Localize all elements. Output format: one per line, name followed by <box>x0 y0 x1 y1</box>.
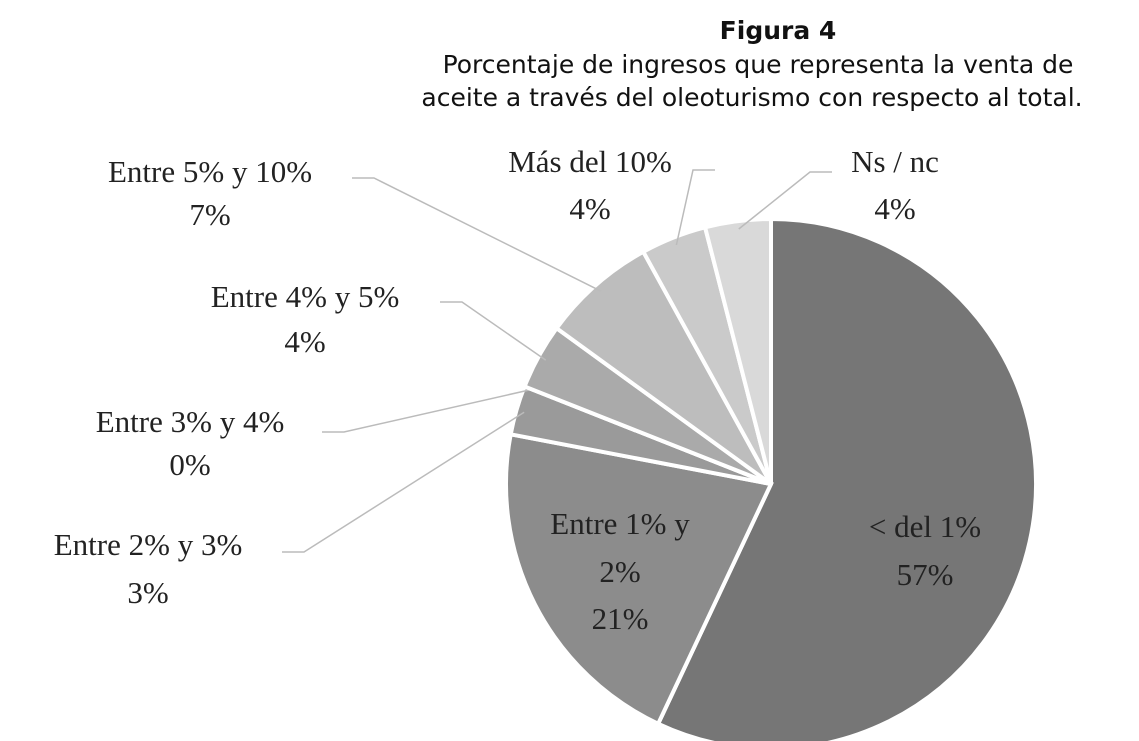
leader-line <box>675 169 715 246</box>
slice-label: Entre 1% y 2% <box>550 506 690 589</box>
value-label: 4% <box>569 191 610 226</box>
leader-line <box>322 388 533 433</box>
value-label: 57% <box>897 557 954 592</box>
leader-line <box>440 301 547 361</box>
chart-title: Figura 4 <box>720 16 837 45</box>
chart-subtitle: Porcentaje de ingresos que representa la… <box>443 50 1074 79</box>
value-label: 21% <box>592 601 649 636</box>
value-label: 0% <box>169 447 210 482</box>
leader-line <box>738 171 832 230</box>
pie-slice <box>655 216 1038 741</box>
slice-label: Entre 2% y 3% <box>54 527 243 562</box>
slice-label: Entre 5% y 10% <box>108 154 312 189</box>
pie-slice <box>504 432 774 727</box>
value-label: 4% <box>874 191 915 226</box>
pie-slice <box>702 216 773 485</box>
slice-label: Entre 4% y 5% <box>211 279 400 314</box>
pie-slice <box>553 249 773 486</box>
slice-label: Ns / nc <box>851 144 939 179</box>
slice-label: Entre 3% y 4% <box>96 404 285 439</box>
chart-subtitle: aceite a través del oleoturismo con resp… <box>421 83 1082 112</box>
slice-label: Más del 10% <box>508 144 672 179</box>
leader-line <box>352 177 602 292</box>
slice-label: < del 1% <box>869 509 981 544</box>
value-label: 7% <box>189 197 230 232</box>
value-label: 3% <box>127 575 168 610</box>
value-label: 4% <box>284 324 325 359</box>
leader-line <box>282 411 525 553</box>
